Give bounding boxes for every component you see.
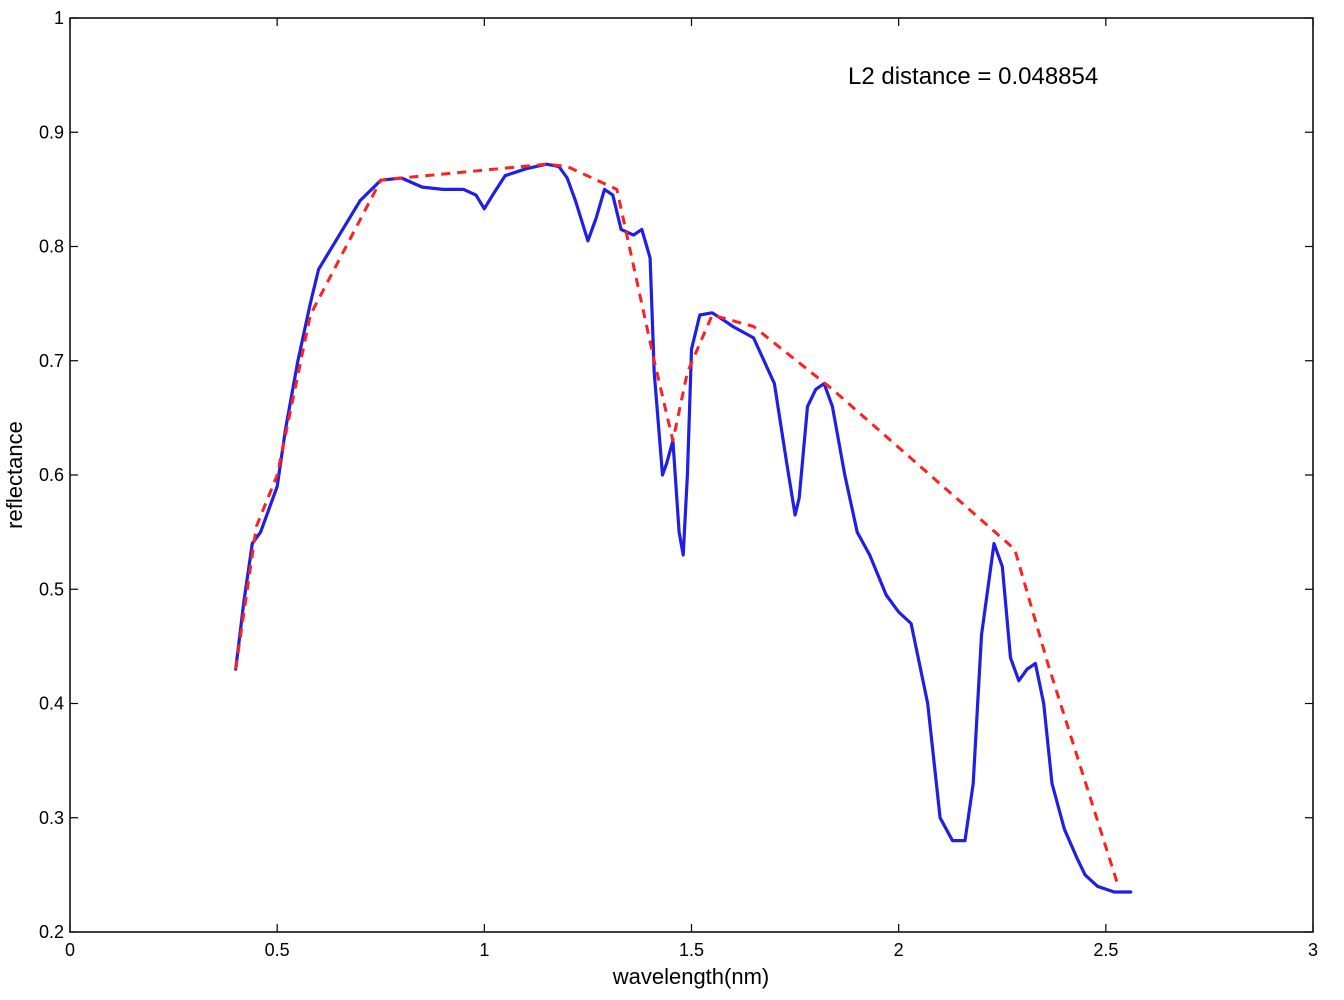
y-tick-label: 0.6 [39, 465, 64, 485]
series-line-solid [234, 162, 1133, 894]
series-lines [234, 162, 1133, 894]
y-tick-label: 0.5 [39, 579, 64, 599]
y-tick-label: 0.8 [39, 237, 64, 257]
series-line-dashed [234, 162, 1120, 887]
x-tick-label: 1 [479, 940, 489, 960]
y-tick-label: 0.3 [39, 808, 64, 828]
axis-ticks: 0 0.5 1 1.5 2 2.5 3 0.2 0.3 0.4 0.5 0.6 0.7 0.8 0.9 1 [39, 8, 1318, 960]
y-tick-label: 0.9 [39, 122, 64, 142]
annotation-l2-distance: L2 distance = 0.048854 [848, 63, 1098, 90]
plot-area [69, 17, 1314, 933]
x-tick-label: 2 [894, 940, 904, 960]
y-tick-label: 1 [54, 8, 64, 28]
x-axis-title: wavelength(nm) [612, 964, 770, 989]
x-tick-label: 2.5 [1093, 940, 1118, 960]
y-tick-label: 0.7 [39, 351, 64, 371]
x-tick-label: 3 [1308, 940, 1318, 960]
y-tick-label: 0.4 [39, 694, 64, 714]
x-tick-label: 1.5 [679, 940, 704, 960]
y-axis-title: reflectance [2, 421, 27, 529]
x-tick-label: 0.5 [265, 940, 290, 960]
y-tick-label: 0.2 [39, 922, 64, 942]
x-tick-label: 0 [65, 940, 75, 960]
